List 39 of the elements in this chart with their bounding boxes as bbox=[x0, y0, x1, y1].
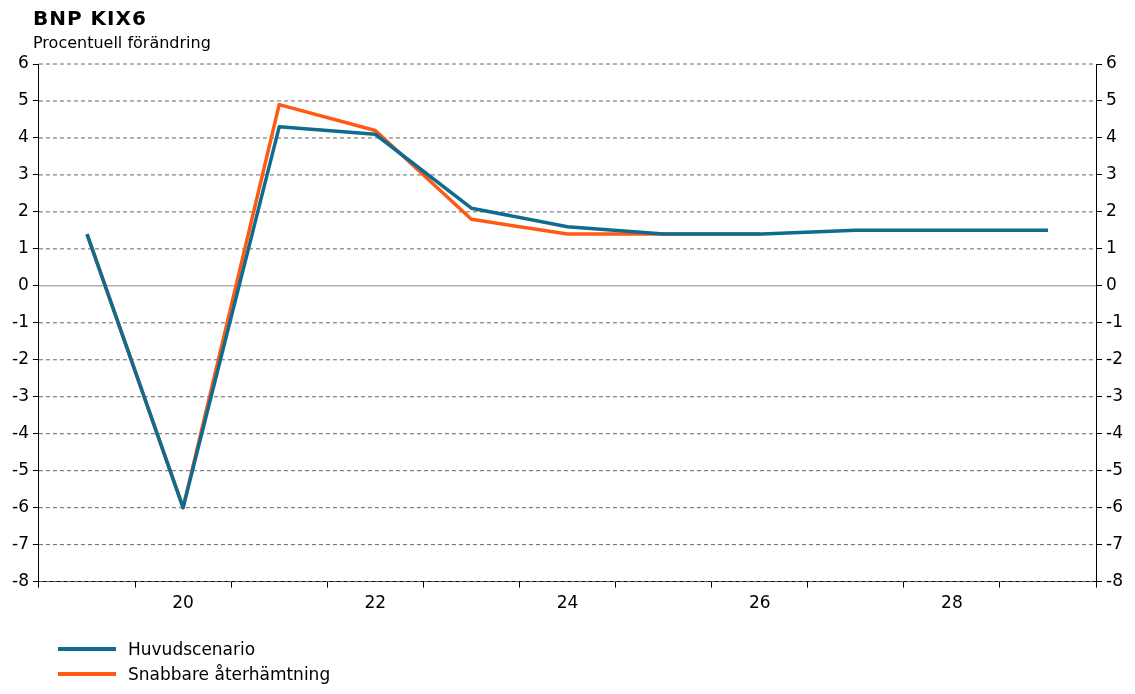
y-tick-label: -5 bbox=[12, 459, 29, 480]
y2-tick-label: 2 bbox=[1106, 200, 1117, 221]
y-tick-label: 6 bbox=[18, 52, 29, 73]
y-tick-label: -7 bbox=[12, 533, 29, 554]
y2-tick-label: -5 bbox=[1106, 459, 1123, 480]
y-tick-label: -8 bbox=[12, 570, 29, 591]
y-tick-label: -4 bbox=[12, 422, 29, 443]
y2-tick-label: 1 bbox=[1106, 237, 1117, 258]
y2-tick-label: 6 bbox=[1106, 52, 1117, 73]
y-tick-label: -2 bbox=[12, 348, 29, 369]
y-tick-label: 2 bbox=[18, 200, 29, 221]
y2-tick-label: 0 bbox=[1106, 274, 1117, 295]
y-tick-label: 5 bbox=[18, 89, 29, 110]
x-tick-label: 20 bbox=[172, 592, 194, 613]
y-tick-label: 1 bbox=[18, 237, 29, 258]
y2-tick-label: -6 bbox=[1106, 496, 1123, 517]
y-tick-label: -3 bbox=[12, 385, 29, 406]
y-tick-label: 3 bbox=[18, 163, 29, 184]
legend-label: Huvudscenario bbox=[128, 638, 256, 659]
y-tick-label: 0 bbox=[18, 274, 29, 295]
x-tick-label: 22 bbox=[364, 592, 387, 613]
y-tick-label: -6 bbox=[12, 496, 29, 517]
y2-tick-label: -1 bbox=[1106, 311, 1123, 332]
x-tick-label: 24 bbox=[556, 592, 579, 613]
x-tick-label: 26 bbox=[748, 592, 771, 613]
y2-tick-label: -3 bbox=[1106, 385, 1123, 406]
y-tick-label: -1 bbox=[12, 311, 29, 332]
chart-subtitle: Procentuell förändring bbox=[33, 33, 211, 52]
y2-tick-label: 5 bbox=[1106, 89, 1117, 110]
y2-tick-label: -7 bbox=[1106, 533, 1123, 554]
y2-tick-label: 3 bbox=[1106, 163, 1117, 184]
y2-tick-label: 4 bbox=[1106, 126, 1117, 147]
y2-tick-label: -8 bbox=[1106, 570, 1123, 591]
legend-label: Snabbare återhämtning bbox=[128, 663, 331, 684]
y-tick-label: 4 bbox=[18, 126, 29, 147]
x-tick-label: 28 bbox=[941, 592, 963, 613]
y2-tick-label: -2 bbox=[1106, 348, 1123, 369]
y2-tick-label: -4 bbox=[1106, 422, 1123, 443]
chart-title: BNP KIX6 bbox=[33, 6, 147, 30]
